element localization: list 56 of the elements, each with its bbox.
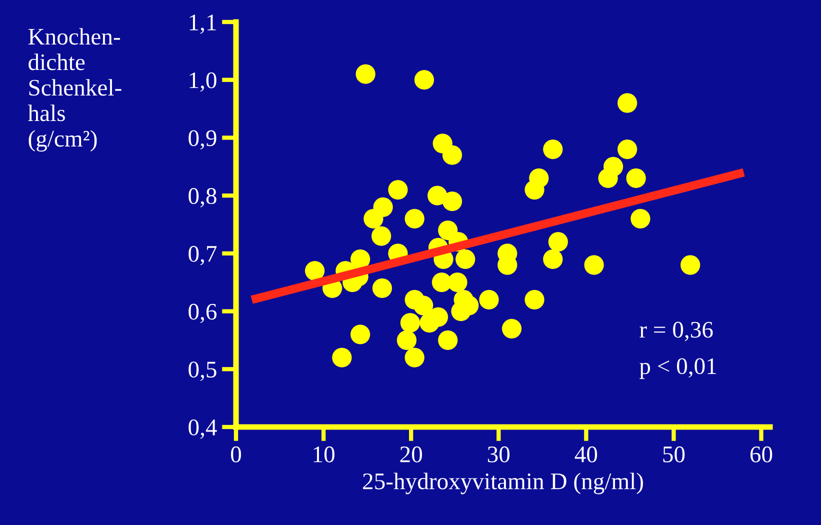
point (603, 156, 624, 176)
point (414, 70, 434, 90)
point (373, 197, 393, 217)
x-tick-label: 10 (314, 446, 334, 462)
point (448, 272, 468, 292)
point (332, 348, 352, 368)
point (438, 330, 458, 350)
point (442, 145, 462, 165)
point (626, 168, 646, 188)
y-axis-title: Knochen- dichte Schenkel- hals (g/cm²) (28, 28, 122, 152)
point (432, 272, 452, 292)
point (400, 313, 420, 333)
point (428, 186, 448, 206)
x-tick-label: 60 (750, 446, 772, 462)
point (479, 290, 499, 310)
point (428, 307, 448, 327)
point (356, 64, 376, 84)
point (502, 318, 522, 338)
point (396, 330, 417, 350)
y-tick-label: 1,0 (190, 72, 216, 92)
y-tick-label: 0,4 (188, 419, 217, 439)
point (404, 208, 424, 229)
point (529, 168, 549, 188)
x-tick-label: 30 (488, 446, 510, 462)
annotation: r = 0,36 (640, 322, 713, 342)
point (404, 348, 424, 368)
annotation: p < 0,01 (640, 358, 716, 379)
point (617, 93, 638, 113)
point (414, 296, 434, 316)
point (543, 249, 563, 270)
y-tick-label: 0,8 (188, 188, 216, 208)
point (442, 192, 462, 212)
point (456, 249, 476, 270)
point (388, 180, 408, 200)
y-tick-label: 0,6 (188, 304, 217, 324)
x-tick-label: 40 (574, 446, 598, 462)
x-tick-label: 0 (230, 446, 242, 462)
y-tick-label: 0,5 (188, 362, 216, 381)
y-tick-label: 0,7 (188, 246, 217, 266)
point (524, 290, 544, 310)
point (680, 255, 700, 275)
y-tick-label: 1,1 (190, 14, 216, 34)
point (617, 139, 638, 160)
point (350, 324, 370, 344)
point (372, 278, 392, 298)
point (350, 249, 370, 270)
y-tick-label: 0,9 (188, 130, 216, 150)
point (543, 139, 563, 160)
point (630, 208, 650, 229)
point (304, 260, 325, 281)
x-tick-label: 20 (400, 446, 422, 462)
point (584, 255, 604, 275)
point (548, 232, 568, 252)
x-tick-label: 50 (663, 446, 685, 462)
x-axis-title: 25-hydroxyvitamin D (ng/ml) (363, 472, 643, 494)
point (371, 226, 392, 246)
